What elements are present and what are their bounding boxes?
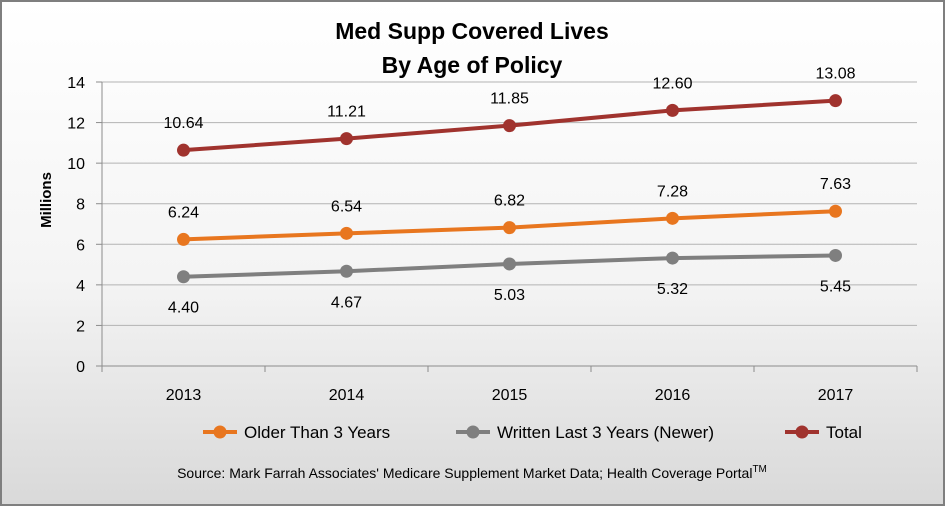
data-point	[666, 103, 679, 117]
data-point	[503, 119, 516, 133]
data-label: 4.40	[168, 300, 199, 317]
data-label: 5.45	[820, 278, 851, 295]
data-point	[666, 251, 679, 265]
data-point	[177, 270, 190, 284]
source-text: Source: Mark Farrah Associates' Medicare…	[177, 465, 752, 481]
data-point	[340, 264, 353, 278]
data-point	[177, 232, 190, 246]
data-point	[666, 211, 679, 225]
legend-entry: Older Than 3 Years	[244, 423, 390, 442]
data-point	[829, 94, 842, 108]
y-tick-label: 14	[67, 75, 85, 92]
y-tick-label: 4	[76, 278, 85, 295]
data-label: 13.08	[815, 66, 855, 83]
y-tick-label: 6	[76, 237, 85, 254]
legend-swatch-marker	[466, 425, 480, 439]
data-label: 7.28	[657, 183, 688, 200]
data-label: 5.32	[657, 281, 688, 298]
data-point	[177, 143, 190, 157]
legend: Older Than 3 Years Written Last 3 Years (…	[203, 423, 862, 442]
source-note: Source: Mark Farrah Associates' Medicare…	[177, 464, 767, 481]
legend-swatch-marker	[795, 425, 809, 439]
x-tick-label: 2016	[655, 387, 691, 404]
chart-subtitle: By Age of Policy	[382, 52, 563, 78]
source-superscript: TM	[752, 464, 766, 475]
legend-entry: Written Last 3 Years (Newer)	[497, 423, 714, 442]
data-point	[503, 257, 516, 271]
chart-title: Med Supp Covered Lives	[335, 18, 609, 44]
data-label: 12.60	[652, 75, 692, 92]
data-label: 11.85	[490, 91, 529, 108]
legend-entry: Total	[826, 423, 862, 442]
data-label: 6.54	[331, 198, 362, 215]
x-tick-label: 2015	[492, 387, 528, 404]
data-label: 10.64	[163, 115, 203, 132]
y-tick-label: 0	[76, 359, 85, 376]
y-tick-label: 12	[67, 116, 85, 133]
data-point	[829, 248, 842, 262]
data-label: 7.63	[820, 176, 851, 193]
data-label: 6.24	[168, 204, 199, 221]
data-label: 6.82	[494, 193, 525, 210]
axis-ticks: 0 2 4 6 8 10 12 14 2013 2014 2015 2016 2017	[67, 75, 918, 404]
legend-swatch-marker	[213, 425, 227, 439]
y-axis-label: Millions	[38, 172, 55, 228]
data-point	[340, 226, 353, 240]
data-labels: 6.24 6.54 6.82 7.28 7.63 4.40 4.67 5.03 5.32 5.45…	[163, 66, 855, 317]
data-label: 4.67	[331, 294, 362, 311]
y-tick-label: 8	[76, 197, 85, 214]
series-group	[177, 94, 842, 284]
data-point	[829, 204, 842, 218]
x-tick-label: 2017	[818, 387, 854, 404]
y-tick-label: 2	[76, 318, 85, 335]
y-tick-label: 10	[67, 156, 85, 173]
data-point	[340, 132, 353, 146]
x-tick-label: 2014	[329, 387, 365, 404]
x-tick-label: 2013	[166, 387, 202, 404]
data-label: 5.03	[494, 287, 525, 304]
data-point	[503, 221, 516, 235]
data-label: 11.21	[327, 104, 366, 121]
